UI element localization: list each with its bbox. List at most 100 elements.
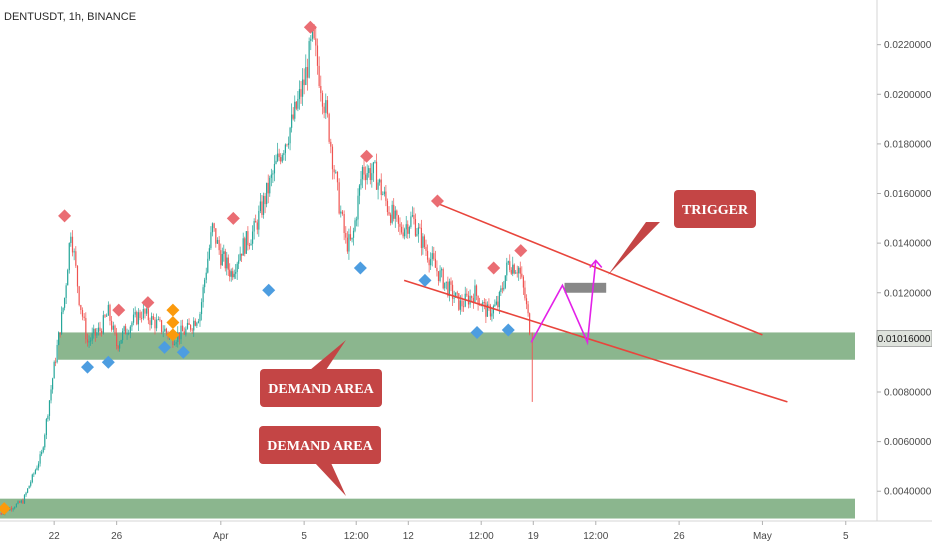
candle-body (434, 258, 436, 268)
candle-body (330, 141, 332, 147)
candle-body (39, 454, 41, 464)
candle-body (269, 177, 271, 194)
buy-signal-marker (101, 355, 115, 369)
candle-body (272, 173, 274, 175)
candle-body (165, 328, 168, 333)
alert-signal-marker (166, 316, 180, 330)
candle-body (348, 234, 350, 252)
candle-body (492, 306, 495, 314)
candle-body (363, 167, 365, 175)
candle-body (101, 330, 103, 334)
candle-body (396, 210, 398, 216)
candle-body (22, 500, 24, 504)
candle-body (486, 304, 489, 317)
buy-signal-marker (262, 283, 276, 297)
candle-body (379, 179, 381, 183)
candle-body (516, 272, 518, 274)
candle-body (50, 389, 52, 401)
channel-lines (403, 202, 788, 403)
candle-body (15, 503, 17, 508)
candle-body (357, 195, 359, 220)
sell-signal-marker (112, 303, 126, 317)
candle-body (369, 168, 371, 181)
candle-body (109, 304, 111, 321)
candle-body (80, 305, 82, 310)
x-tick-label: 12:00 (469, 531, 494, 542)
candle-body (461, 300, 463, 307)
candle-body (106, 315, 108, 317)
candle-body (151, 316, 153, 325)
candle-body (300, 89, 302, 97)
candle-body (459, 300, 461, 310)
candle-body (405, 224, 407, 230)
candle-body (503, 287, 505, 290)
candle-body (132, 314, 135, 323)
candle-body (215, 228, 217, 244)
candle-body (281, 155, 283, 162)
candle-body (262, 195, 265, 215)
candle-body (331, 146, 334, 170)
candle-body (208, 248, 210, 259)
candle-body (500, 288, 502, 293)
candle-body (122, 331, 124, 340)
candle-body (186, 322, 189, 329)
x-tick-label: 5 (301, 531, 307, 542)
candle-body (48, 400, 51, 416)
candle-body (204, 279, 206, 288)
candle-body (116, 333, 118, 347)
candle-body (519, 267, 521, 274)
candle-body (507, 261, 509, 263)
candle-body (340, 211, 342, 214)
candle-body (47, 415, 49, 420)
candle-body (207, 258, 209, 273)
alert-signal-marker (166, 328, 180, 342)
candle-body (289, 127, 291, 144)
candle-body (129, 326, 131, 334)
candle-body (12, 508, 14, 510)
candle-body (126, 333, 128, 335)
candle-body (509, 261, 511, 270)
buy-signal-marker (176, 345, 190, 359)
candle-body (232, 271, 234, 278)
candle-body (445, 281, 447, 283)
candle-body (55, 361, 57, 363)
candle-body (413, 215, 415, 220)
candle-body (224, 251, 226, 269)
candle-body (515, 272, 517, 274)
x-tick-label: 26 (674, 531, 686, 542)
candle-body (504, 275, 506, 288)
projection-path (530, 260, 597, 346)
candle-body (372, 162, 375, 174)
candle-body (191, 329, 193, 331)
candle-body (23, 495, 26, 504)
buy-signal-marker (353, 261, 367, 275)
candle-body (0, 513, 1, 515)
candle-body (28, 485, 30, 489)
candle-body (318, 65, 320, 86)
x-tick-label: Apr (213, 531, 229, 542)
candle-body (447, 281, 449, 297)
candle-body (226, 257, 228, 269)
candle-body (58, 332, 60, 345)
candle-body (59, 332, 61, 335)
candle-body (310, 38, 312, 42)
candle-body (266, 182, 268, 205)
candle-body (333, 169, 335, 173)
candle-body (417, 227, 420, 235)
candle-body (152, 316, 154, 320)
candle-body (495, 301, 497, 305)
candle-body (75, 251, 77, 266)
candle-body (175, 342, 177, 345)
candle-body (137, 312, 140, 325)
candle-body (335, 171, 337, 173)
candle-body (316, 45, 319, 66)
candle-body (213, 223, 215, 229)
candle-body (420, 227, 422, 248)
last-price-value: 0.01016000 (878, 334, 931, 345)
candle-body (267, 182, 269, 194)
candle-body (313, 25, 315, 39)
candle-body (451, 284, 454, 299)
candle-body (248, 245, 251, 246)
x-tick-label: 26 (111, 531, 123, 542)
